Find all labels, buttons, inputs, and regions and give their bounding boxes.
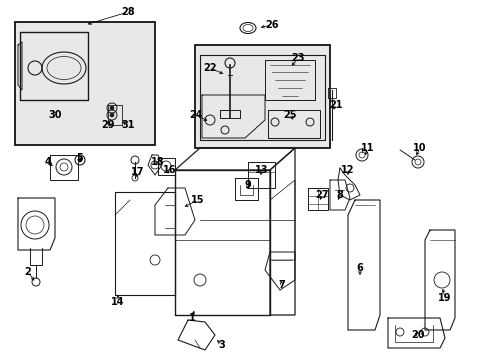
Text: 12: 12: [341, 165, 354, 175]
Text: 15: 15: [191, 195, 204, 205]
Text: 31: 31: [121, 120, 135, 130]
Text: 30: 30: [48, 110, 61, 120]
Text: 21: 21: [328, 100, 342, 110]
Text: 29: 29: [101, 120, 115, 130]
Text: 10: 10: [412, 143, 426, 153]
Text: 19: 19: [437, 293, 451, 303]
Text: 24: 24: [189, 110, 203, 120]
Circle shape: [78, 158, 82, 162]
Text: 3: 3: [218, 340, 225, 350]
Circle shape: [110, 106, 114, 110]
Text: 13: 13: [255, 165, 268, 175]
Text: 5: 5: [77, 153, 83, 163]
Text: 23: 23: [291, 53, 304, 63]
Text: 17: 17: [131, 167, 144, 177]
Text: 6: 6: [356, 263, 363, 273]
Bar: [15, 22, 155, 145]
Text: 25: 25: [283, 110, 296, 120]
Text: 16: 16: [163, 165, 176, 175]
Bar: [195, 45, 329, 148]
Text: 22: 22: [203, 63, 216, 73]
Text: 26: 26: [264, 20, 278, 30]
Text: 28: 28: [121, 7, 135, 17]
Text: 18: 18: [151, 157, 164, 167]
Text: 11: 11: [361, 143, 374, 153]
Text: 1: 1: [188, 313, 195, 323]
Text: 20: 20: [410, 330, 424, 340]
Circle shape: [110, 113, 114, 117]
Text: 2: 2: [24, 267, 31, 277]
Text: 8: 8: [336, 190, 343, 200]
Text: 7: 7: [278, 280, 285, 290]
Text: 14: 14: [111, 297, 124, 307]
Text: 4: 4: [44, 157, 51, 167]
Text: 27: 27: [315, 190, 328, 200]
Text: 9: 9: [244, 180, 251, 190]
